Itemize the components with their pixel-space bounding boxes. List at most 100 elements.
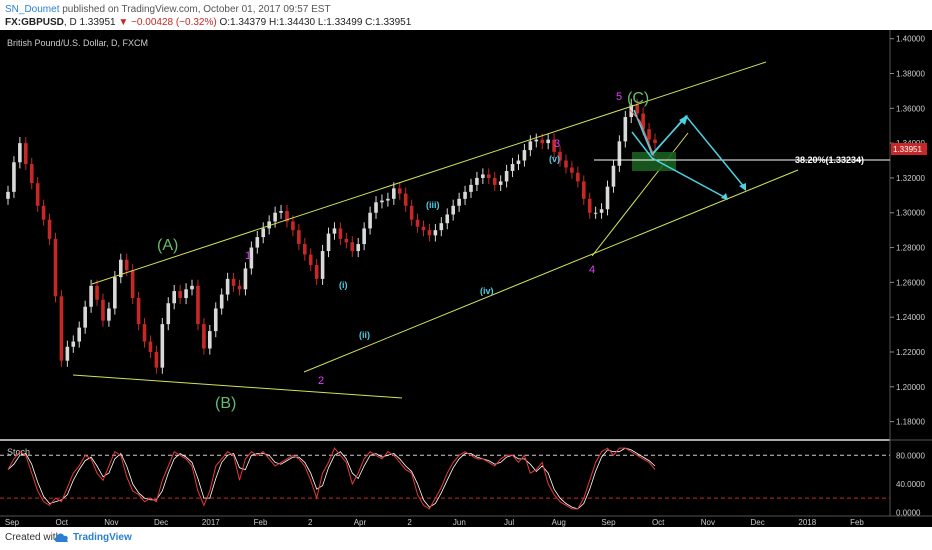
candle-body: [148, 341, 153, 352]
arrow-head-c: [721, 193, 728, 200]
candle-body: [113, 277, 117, 309]
wave-label-3: 3: [554, 138, 560, 150]
candle-body: [83, 306, 87, 328]
candle-body: [332, 228, 337, 234]
candle-body: [647, 129, 651, 140]
fib-label: 38.20%(1.33234): [795, 155, 864, 165]
price-change: ▼ −0.00428 (−0.32%): [118, 17, 217, 28]
candle-body: [166, 303, 171, 325]
candle-body: [35, 183, 40, 206]
candle-body: [184, 289, 188, 299]
candle-body: [190, 285, 194, 290]
candle-body: [570, 167, 574, 173]
ohlc-values: O:1.34379 H:1.34430 L:1.33499 C:1.33951: [219, 17, 412, 28]
channel-lower-line[interactable]: [303, 169, 799, 373]
candle-body: [59, 296, 64, 361]
time-tick-label: Oct: [55, 518, 68, 527]
triangle-base-line[interactable]: [72, 374, 403, 399]
wave-label-4: 4: [589, 264, 595, 276]
candle-body: [302, 244, 307, 255]
candle-body: [605, 186, 610, 210]
chart-area[interactable]: British Pound/U.S. Dollar, D, FXCM Stoch…: [0, 30, 932, 527]
created-with: Created with: [5, 532, 62, 543]
wave-label-iii: (iii): [426, 200, 440, 210]
candle-body: [308, 254, 313, 265]
candle-body: [285, 211, 289, 222]
candle-body: [47, 219, 52, 239]
candle-body: [558, 151, 562, 161]
candle-body: [498, 181, 503, 185]
time-tick-label: Sep: [601, 518, 616, 527]
candle-body: [219, 294, 224, 309]
correction-line: [629, 109, 655, 157]
candle-body: [6, 191, 10, 199]
time-tick-label: 2017: [202, 518, 220, 527]
candle-body: [397, 188, 402, 194]
candle-body: [469, 184, 473, 192]
candle-body: [439, 223, 444, 231]
target-zone[interactable]: [632, 152, 676, 171]
wave-label-i: (i): [339, 280, 348, 290]
price-tick-label: 1.20000: [896, 383, 925, 392]
stoch-title: Stoch: [7, 447, 30, 457]
time-tick-label: Aug: [552, 518, 566, 527]
candle-body: [380, 200, 384, 203]
candle-body: [41, 205, 46, 220]
publish-header: SN_Doumet published on TradingView.com, …: [0, 0, 932, 30]
quote-line: FX:GBPUSD, D 1.33951 ▼ −0.00428 (−0.32%)…: [5, 17, 411, 28]
candle-body: [433, 230, 438, 236]
price-tick-label: 1.30000: [896, 209, 925, 218]
tradingview-link[interactable]: TradingView: [73, 532, 132, 543]
projection-path-c[interactable]: [631, 131, 727, 199]
candle-body: [225, 278, 230, 295]
candle-body: [95, 285, 99, 300]
candle-body: [510, 164, 515, 171]
price-axis: [890, 30, 932, 527]
candle-body: [320, 251, 325, 279]
candle-body: [291, 221, 295, 231]
candle-body: [486, 174, 491, 178]
candle-body: [463, 191, 467, 199]
candle-body: [587, 198, 592, 213]
candle-body: [504, 170, 509, 182]
candle-body: [641, 113, 645, 130]
time-tick-label: 2018: [798, 518, 816, 527]
candle-body: [457, 198, 461, 206]
candle-body: [77, 327, 82, 342]
channel-upper-line[interactable]: [91, 61, 767, 285]
candle-body: [160, 324, 165, 368]
time-tick-label: Oct: [652, 518, 665, 527]
candle-body: [65, 346, 70, 361]
price-pane: [0, 30, 890, 439]
candle-body: [243, 268, 248, 290]
author-link[interactable]: SN_Doumet: [5, 4, 60, 15]
candle-body: [18, 143, 22, 163]
candle-body: [528, 141, 533, 151]
candle-body: [326, 233, 331, 252]
published-text: published on TradingView.com, October 01…: [59, 4, 331, 15]
candle-body: [635, 104, 639, 114]
wave-label-2: 2: [318, 375, 324, 387]
candle-body: [338, 228, 343, 239]
price-tick-label: 1.40000: [896, 35, 925, 44]
candle-body: [24, 143, 28, 165]
stoch-k-line: [7, 447, 656, 510]
candle-body: [534, 139, 539, 142]
candle-body: [118, 259, 123, 278]
price-tick-label: 1.38000: [896, 70, 925, 79]
candle-body: [178, 291, 182, 299]
price-tick-label: 1.32000: [896, 174, 925, 183]
time-tick-label: 2: [407, 518, 412, 527]
candle-body: [368, 212, 372, 229]
candle-body: [29, 164, 34, 184]
candle-body: [202, 324, 206, 349]
candle-body: [267, 221, 271, 229]
wave-label-1: 1: [245, 250, 251, 262]
time-tick-label: Nov: [701, 518, 715, 527]
chart-title: British Pound/U.S. Dollar, D, FXCM: [7, 38, 148, 48]
wave-label-A: (A): [157, 237, 178, 254]
candle-body: [623, 117, 628, 142]
time-tick-label: Feb: [254, 518, 268, 527]
time-tick-label: Jun: [453, 518, 466, 527]
projection-path-b[interactable]: [651, 114, 746, 189]
